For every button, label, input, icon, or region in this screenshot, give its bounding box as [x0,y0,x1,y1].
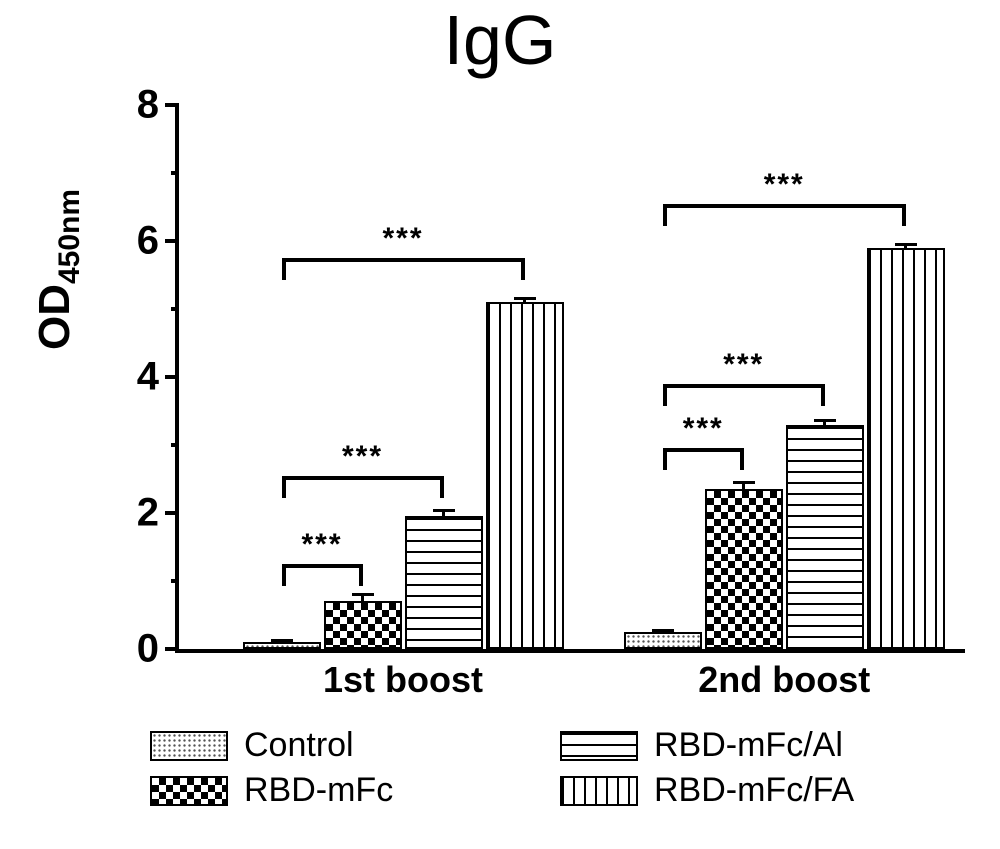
legend-item-rbdmfc: RBD-mFc [150,771,560,810]
chart-container: IgG OD450nm 0 2 4 6 8 1st boost 2nd boost *** **… [0,0,1000,849]
y-tick-major [165,511,179,515]
significance-label: *** [723,348,764,382]
significance-bracket [663,384,825,388]
legend-label-rbdmfc: RBD-mFc [244,771,393,810]
plot-area: 024681st boost2nd boost*****************… [175,105,965,653]
legend-swatch-al [560,731,638,761]
x-group-label: 1st boost [323,659,483,701]
y-tick-major [165,103,179,107]
bar-control [624,632,702,649]
legend-label-control: Control [244,726,354,765]
legend-swatch-rbdmfc [150,776,228,806]
error-cap [733,481,755,484]
y-tick-minor [171,443,179,447]
chart-title: IgG [0,0,1000,80]
y-tick-label: 8 [137,83,159,128]
y-tick-minor [171,171,179,175]
legend-swatch-fa [560,776,638,806]
significance-bracket [663,448,744,452]
legend-item-al: RBD-mFc/Al [560,726,970,765]
legend-item-control: Control [150,726,560,765]
significance-bracket [282,476,444,480]
y-tick-label: 4 [137,355,159,400]
bar-fa [486,302,564,649]
y-tick-label: 0 [137,627,159,672]
y-tick-label: 6 [137,219,159,264]
error-cap [895,243,917,246]
y-tick-label: 2 [137,491,159,536]
significance-bracket [663,204,906,208]
bar-rbdmfc [324,601,402,649]
bar-al [786,425,864,649]
legend-swatch-control [150,731,228,761]
significance-label: *** [301,528,342,562]
y-tick-major [165,239,179,243]
y-tick-minor [171,307,179,311]
error-cap [352,593,374,596]
bar-al [405,516,483,649]
y-tick-major [165,647,179,651]
legend-label-fa: RBD-mFc/FA [654,771,854,810]
legend: Control RBD-mFc/Al RBD-mFc RBD-mFc/FA [150,726,970,810]
bar-control [243,642,321,649]
error-cap [514,297,536,300]
y-tick-minor [171,579,179,583]
significance-label: *** [342,440,383,474]
error-cap [271,639,293,642]
x-group-label: 2nd boost [698,659,870,701]
significance-bracket [282,258,525,262]
y-axis-label: OD450nm [30,189,87,350]
y-tick-major [165,375,179,379]
bar-fa [867,248,945,649]
bar-rbdmfc [705,489,783,649]
error-cap [814,419,836,422]
error-cap [433,509,455,512]
error-cap [652,629,674,632]
significance-bracket [282,564,363,568]
significance-label: *** [683,412,724,446]
significance-label: *** [382,222,423,256]
significance-label: *** [764,168,805,202]
legend-label-al: RBD-mFc/Al [654,726,843,765]
legend-item-fa: RBD-mFc/FA [560,771,970,810]
